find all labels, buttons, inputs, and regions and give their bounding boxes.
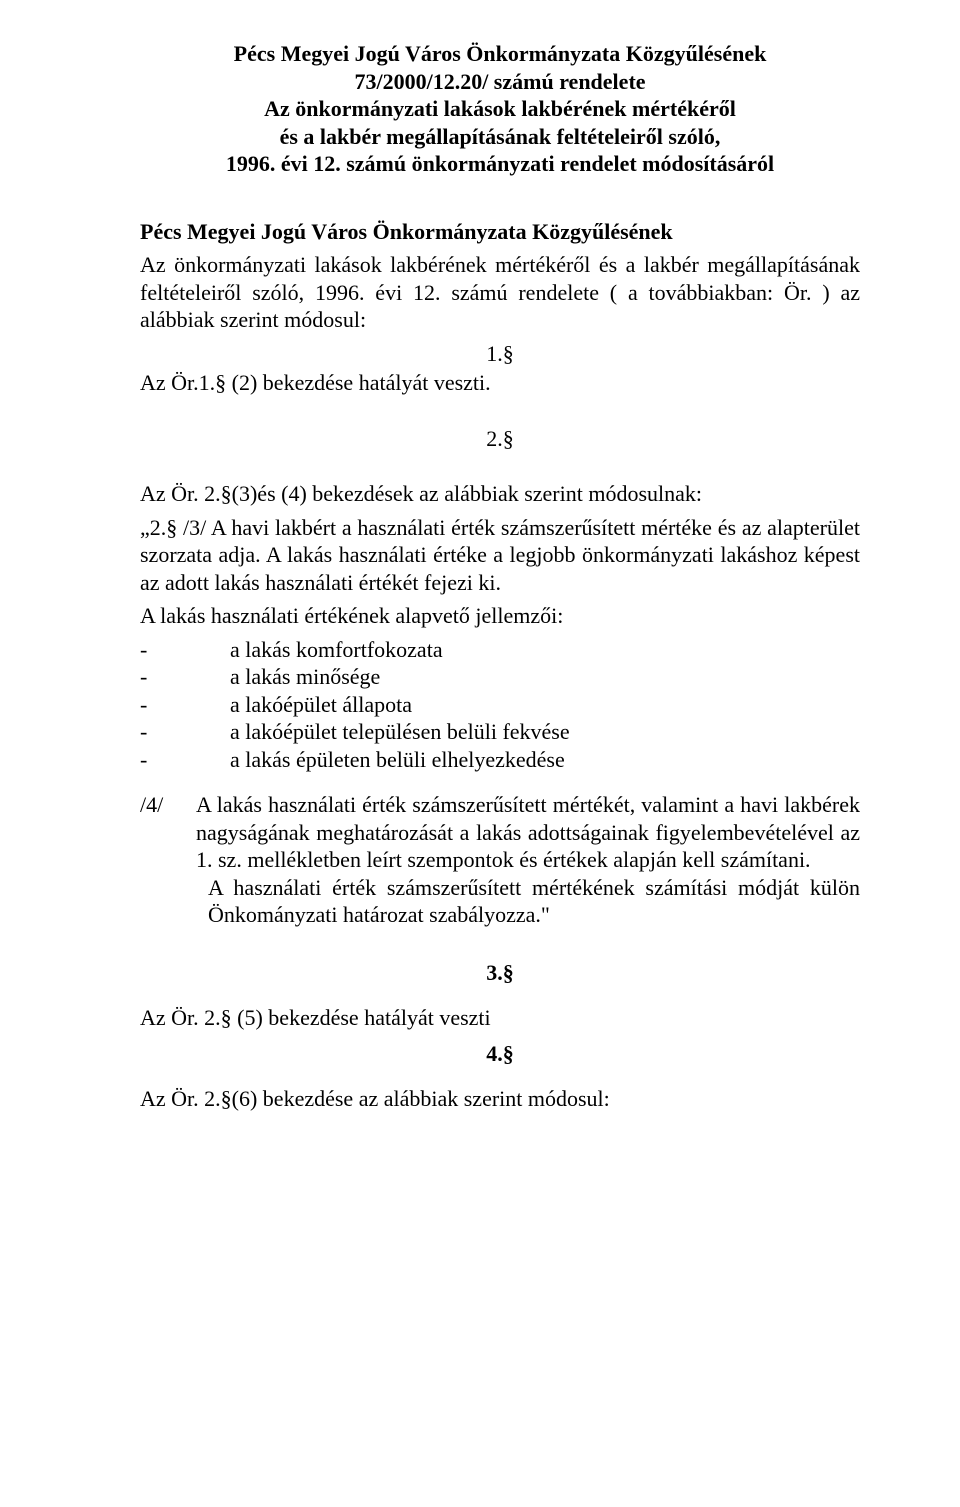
- list-item: - a lakóépület településen belüli fekvés…: [140, 718, 860, 746]
- list-dash: -: [140, 718, 230, 746]
- list-text: a lakóépület állapota: [230, 691, 860, 719]
- title-line-3: Az önkormányzati lakások lakbérének mért…: [140, 95, 860, 123]
- list-text: a lakóépület településen belüli fekvése: [230, 718, 860, 746]
- list-text: a lakás épületen belüli elhelyezkedése: [230, 746, 860, 774]
- section-3-text: Az Ör. 2.§ (5) bekezdése hatályát veszti: [140, 1004, 860, 1032]
- title-line-1: Pécs Megyei Jogú Város Önkormányzata Köz…: [140, 40, 860, 68]
- section-2-p3b: A lakás használati értékének alapvető je…: [140, 602, 860, 630]
- list-item: - a lakás komfortfokozata: [140, 636, 860, 664]
- section-2-lead: Az Ör. 2.§(3)és (4) bekezdések az alábbi…: [140, 480, 860, 508]
- section-4-text: Az Ör. 2.§(6) bekezdése az alábbiak szer…: [140, 1085, 860, 1113]
- title-line-5: 1996. évi 12. számú önkormányzati rendel…: [140, 150, 860, 178]
- list-item: - a lakás minősége: [140, 663, 860, 691]
- p4-label: /4/: [140, 791, 196, 929]
- list-dash: -: [140, 636, 230, 664]
- p4-text-b: A használati érték számszerűsített mérté…: [196, 874, 860, 929]
- intro-heading: Pécs Megyei Jogú Város Önkormányzata Köz…: [140, 218, 860, 246]
- p4-text-a: A lakás használati érték számszerűsített…: [196, 791, 860, 874]
- section-1-number: 1.§: [140, 340, 860, 368]
- section-2-p3a: „2.§ /3/ A havi lakbért a használati ért…: [140, 514, 860, 597]
- section-3-number: 3.§: [140, 959, 860, 987]
- intro-body: Az önkormányzati lakások lakbérének mért…: [140, 251, 860, 334]
- p4-body: A lakás használati érték számszerűsített…: [196, 791, 860, 929]
- section-2-number: 2.§: [140, 425, 860, 453]
- section-4-number: 4.§: [140, 1040, 860, 1068]
- list-item: - a lakás épületen belüli elhelyezkedése: [140, 746, 860, 774]
- document-page: Pécs Megyei Jogú Város Önkormányzata Köz…: [0, 0, 960, 1179]
- section-2-p4: /4/ A lakás használati érték számszerűsí…: [140, 791, 860, 929]
- title-line-2: 73/2000/12.20/ számú rendelete: [140, 68, 860, 96]
- list-text: a lakás komfortfokozata: [230, 636, 860, 664]
- list-dash: -: [140, 663, 230, 691]
- list-dash: -: [140, 691, 230, 719]
- list-text: a lakás minősége: [230, 663, 860, 691]
- list-dash: -: [140, 746, 230, 774]
- section-1-text: Az Ör.1.§ (2) bekezdése hatályát veszti.: [140, 369, 860, 397]
- title-block: Pécs Megyei Jogú Város Önkormányzata Köz…: [140, 40, 860, 178]
- list-item: - a lakóépület állapota: [140, 691, 860, 719]
- title-line-4: és a lakbér megállapításának feltételeir…: [140, 123, 860, 151]
